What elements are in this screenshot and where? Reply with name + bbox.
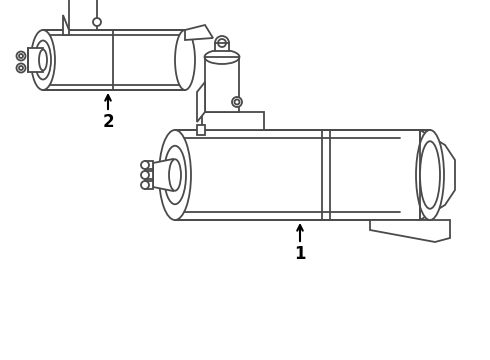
Text: 2: 2 <box>102 113 114 131</box>
Ellipse shape <box>416 130 444 220</box>
Polygon shape <box>145 181 153 189</box>
Polygon shape <box>145 171 153 179</box>
Polygon shape <box>69 0 97 30</box>
Ellipse shape <box>35 41 51 80</box>
Ellipse shape <box>39 50 47 71</box>
Ellipse shape <box>93 18 101 26</box>
Polygon shape <box>370 220 450 242</box>
Ellipse shape <box>169 159 181 191</box>
Ellipse shape <box>175 30 195 90</box>
Ellipse shape <box>17 63 25 72</box>
Ellipse shape <box>141 161 149 169</box>
Polygon shape <box>215 43 229 51</box>
Polygon shape <box>420 130 455 220</box>
Polygon shape <box>28 48 43 72</box>
Polygon shape <box>197 125 205 135</box>
Polygon shape <box>175 130 430 220</box>
Polygon shape <box>202 112 264 130</box>
Text: 1: 1 <box>294 245 306 263</box>
Polygon shape <box>197 82 205 122</box>
Polygon shape <box>43 30 185 90</box>
Polygon shape <box>145 161 153 169</box>
Polygon shape <box>153 159 173 191</box>
Ellipse shape <box>159 130 191 220</box>
Ellipse shape <box>141 181 149 189</box>
Ellipse shape <box>164 146 186 204</box>
Ellipse shape <box>31 30 55 90</box>
Polygon shape <box>63 15 69 35</box>
Ellipse shape <box>141 171 149 179</box>
Ellipse shape <box>17 51 25 60</box>
Ellipse shape <box>215 36 229 50</box>
Ellipse shape <box>420 141 440 209</box>
Polygon shape <box>185 25 213 40</box>
Polygon shape <box>205 57 239 112</box>
Ellipse shape <box>232 97 242 107</box>
